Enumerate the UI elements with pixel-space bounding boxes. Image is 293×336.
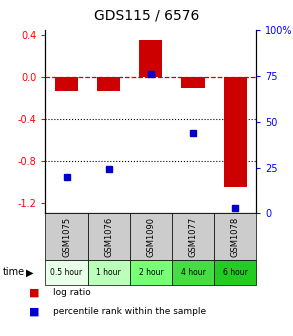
Bar	[139, 40, 163, 77]
Text: 4 hour: 4 hour	[181, 268, 205, 277]
Text: ▶: ▶	[25, 267, 33, 278]
Text: GDS115 / 6576: GDS115 / 6576	[94, 8, 199, 23]
Text: log ratio: log ratio	[53, 289, 91, 297]
Bar	[97, 77, 120, 91]
Text: GSM1090: GSM1090	[146, 217, 155, 257]
Text: GSM1078: GSM1078	[231, 217, 240, 257]
Text: time: time	[3, 267, 25, 278]
Text: GSM1077: GSM1077	[189, 217, 197, 257]
Text: 2 hour: 2 hour	[139, 268, 163, 277]
Bar	[224, 77, 247, 187]
Text: GSM1075: GSM1075	[62, 217, 71, 257]
Text: percentile rank within the sample: percentile rank within the sample	[53, 307, 206, 316]
Text: GSM1076: GSM1076	[104, 217, 113, 257]
Text: 1 hour: 1 hour	[96, 268, 121, 277]
Bar	[55, 77, 78, 91]
Text: ■: ■	[29, 306, 40, 317]
Text: 6 hour: 6 hour	[223, 268, 248, 277]
Text: 0.5 hour: 0.5 hour	[50, 268, 83, 277]
Bar	[181, 77, 205, 88]
Text: ■: ■	[29, 288, 40, 298]
